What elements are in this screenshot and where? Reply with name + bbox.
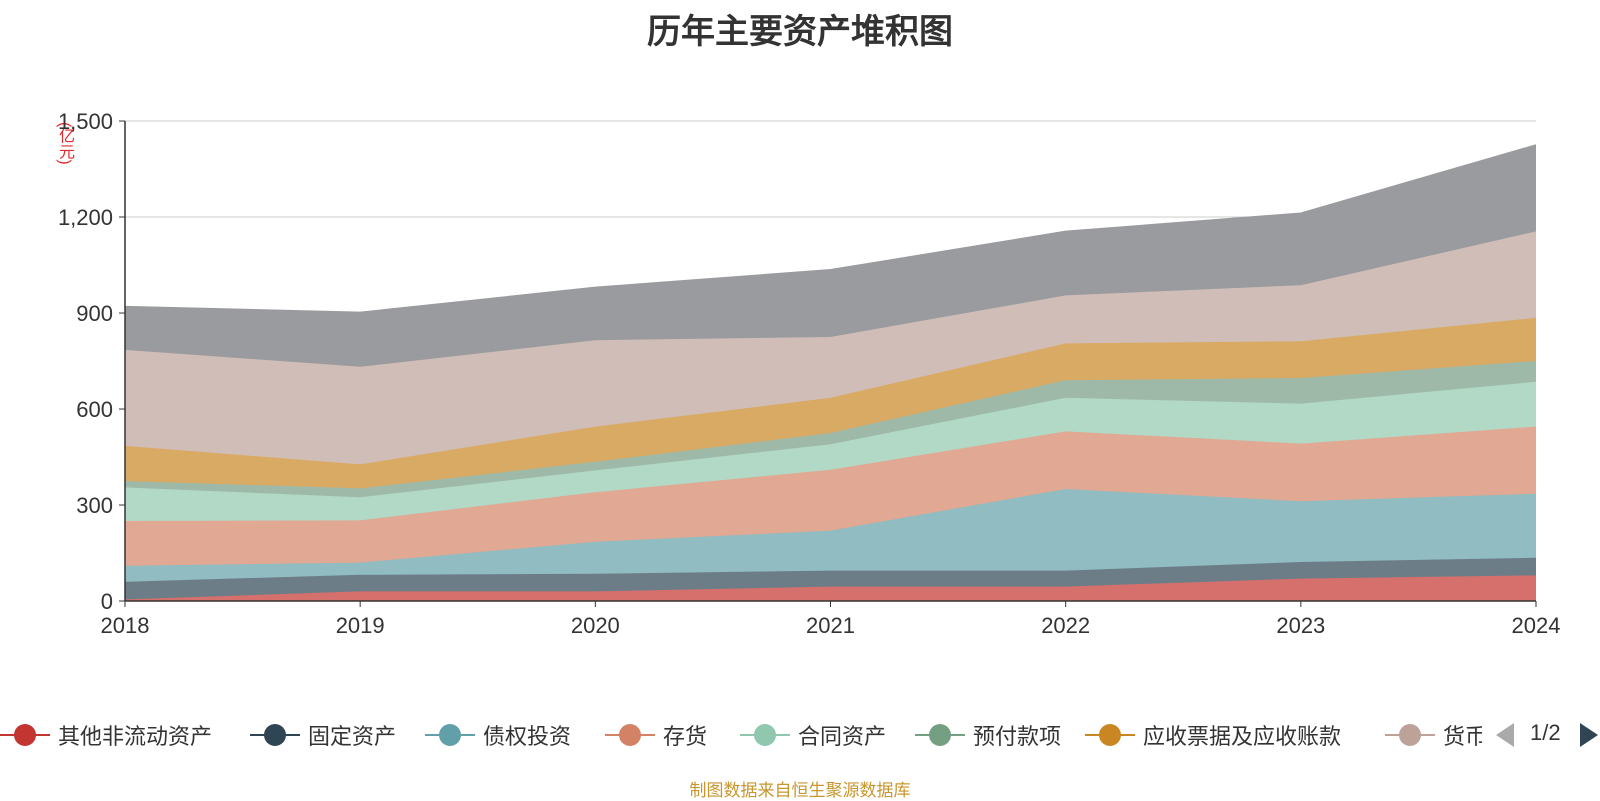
- y-tick-label: 1,200: [58, 205, 113, 230]
- legend-item[interactable]: 应收票据及应收账款: [1085, 716, 1341, 754]
- legend-item[interactable]: 合同资产: [740, 716, 886, 754]
- x-tick-label: 2024: [1512, 613, 1561, 638]
- legend-marker-icon: [1385, 721, 1435, 749]
- x-tick-label: 2021: [806, 613, 855, 638]
- x-tick-label: 2018: [101, 613, 150, 638]
- y-tick-label: 600: [76, 397, 113, 422]
- legend-next-page-icon[interactable]: [1580, 723, 1598, 747]
- legend-marker-icon: [740, 721, 790, 749]
- y-axis-unit-label: (亿元): [56, 122, 73, 165]
- x-tick-label: 2020: [571, 613, 620, 638]
- legend-item[interactable]: 固定资产: [250, 716, 396, 754]
- area-series-6[interactable]: [125, 361, 1536, 498]
- legend-label: 货币资金: [1443, 724, 1482, 749]
- legend-marker-icon: [915, 721, 965, 749]
- legend-item[interactable]: 债权投资: [425, 716, 571, 754]
- legend-label: 合同资产: [798, 724, 887, 749]
- legend-marker-icon: [0, 721, 50, 749]
- area-series-5[interactable]: [125, 381, 1536, 521]
- legend-item[interactable]: 其他非流动资产: [0, 716, 212, 754]
- area-series-3[interactable]: [125, 489, 1536, 582]
- legend-items-viewport: 其他非流动资产 固定资产 债权投资 存货 合同资产 预付款项 应收票据及应收账款 货币资金: [0, 716, 1482, 754]
- legend-marker-icon: [1085, 721, 1135, 749]
- legend-label: 固定资产: [308, 724, 397, 749]
- legend: 其他非流动资产 固定资产 债权投资 存货 合同资产 预付款项 应收票据及应收账款 货币资金 1…: [0, 716, 1600, 754]
- legend-item[interactable]: 货币资金: [1385, 716, 1482, 754]
- x-tick-label: 2019: [336, 613, 385, 638]
- x-tick-label: 2022: [1041, 613, 1090, 638]
- y-tick-label: 1,500: [58, 109, 113, 134]
- legend-label: 预付款项: [973, 724, 1062, 749]
- area-series-9[interactable]: [125, 145, 1536, 367]
- area-series-2[interactable]: [125, 557, 1536, 600]
- area-series-4[interactable]: [125, 426, 1536, 566]
- x-tick-label: 2023: [1276, 613, 1325, 638]
- area-series-1[interactable]: [125, 575, 1536, 601]
- legend-marker-icon: [425, 721, 475, 749]
- legend-marker-icon: [250, 721, 300, 749]
- area-series-layer: [124, 144, 1537, 601]
- legend-marker-icon: [605, 721, 655, 749]
- legend-label: 债权投资: [483, 724, 572, 749]
- chart-title: 历年主要资产堆积图: [647, 13, 953, 51]
- y-tick-label: 900: [76, 301, 113, 326]
- axes: [119, 120, 1537, 607]
- legend-item[interactable]: 存货: [605, 716, 707, 754]
- y-tick-label: 0: [101, 589, 113, 614]
- legend-item[interactable]: 预付款项: [915, 716, 1061, 754]
- tick-labels: 0 300 600 900 1,200 1,500 2018 2019 2020 2021 2022…: [58, 109, 1561, 638]
- y-tick-label: 300: [76, 493, 113, 518]
- area-series-8[interactable]: [125, 231, 1536, 465]
- legend-label: 存货: [663, 724, 708, 749]
- source-note: 制图数据来自恒生聚源数据库: [689, 781, 911, 800]
- legend-label: 应收票据及应收账款: [1143, 724, 1342, 749]
- area-series-9-edge: [124, 144, 1537, 314]
- legend-page-indicator: 1/2: [1530, 720, 1561, 745]
- legend-prev-page-icon[interactable]: [1496, 723, 1514, 747]
- legend-label: 其他非流动资产: [58, 724, 213, 749]
